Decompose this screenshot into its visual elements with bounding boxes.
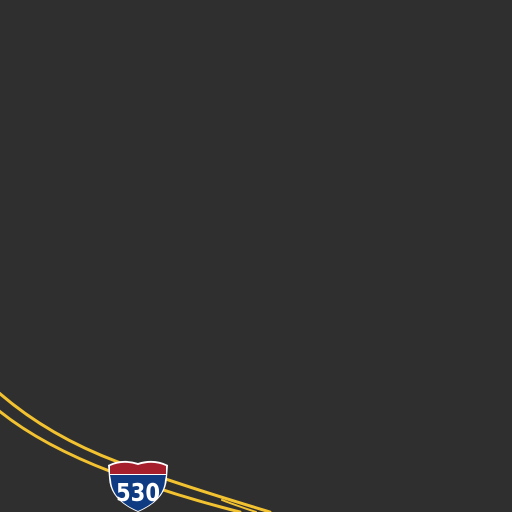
highway-ramp: [221, 499, 257, 512]
shield-number: 530: [116, 478, 160, 507]
shield-body: [110, 475, 166, 511]
interstate-shield-icon[interactable]: 530: [108, 460, 168, 512]
shield-top-band: [110, 462, 166, 474]
